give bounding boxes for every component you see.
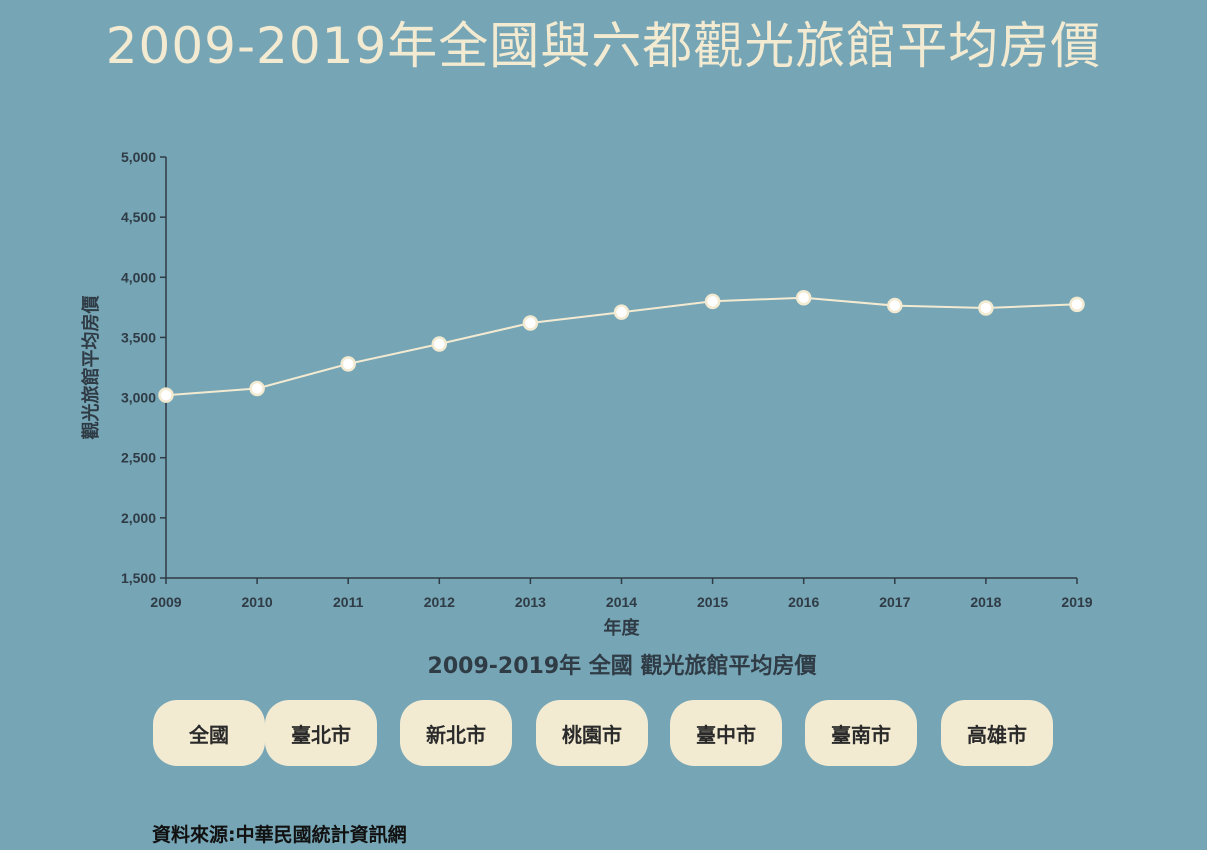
- y-tick-label: 3,500: [121, 329, 156, 345]
- y-tick-label: 1,500: [121, 570, 156, 586]
- data-point[interactable]: [1069, 296, 1085, 313]
- data-points: [158, 289, 1085, 403]
- region-button-kaohsiung[interactable]: 高雄市: [941, 700, 1053, 766]
- x-tick-label: 2009: [150, 594, 181, 610]
- region-button-national[interactable]: 全國: [153, 700, 265, 766]
- region-button-taichung[interactable]: 臺中市: [670, 700, 782, 766]
- data-point[interactable]: [522, 315, 539, 331]
- data-point[interactable]: [249, 380, 265, 397]
- data-point[interactable]: [978, 300, 994, 316]
- chart-subtitle: 2009-2019年 全國 觀光旅館平均房價: [427, 654, 817, 679]
- x-tick-label: 2012: [424, 594, 455, 610]
- y-tick-label: 4,000: [121, 269, 156, 285]
- y-axis: 1,500 2,000 2,500 3,000 3,500 4,000 4,500 5,000: [121, 149, 167, 586]
- x-tick-label: 2014: [606, 594, 637, 610]
- data-point[interactable]: [887, 297, 903, 314]
- x-tick-label: 2017: [879, 594, 910, 610]
- data-point[interactable]: [704, 293, 721, 310]
- x-axis: 2009 2010 2011 2012 2013 2014 2015 2016 2017 2018…: [150, 577, 1093, 610]
- y-axis-title: 觀光旅館平均房價: [80, 295, 102, 440]
- source-note: 資料來源:中華民國統計資訊網: [152, 824, 407, 846]
- region-button-row: 全國 臺北市 新北市 桃園市 臺中市 臺南市 高雄市: [0, 700, 1207, 770]
- y-tick-label: 2,500: [121, 450, 156, 466]
- region-button-new-taipei[interactable]: 新北市: [400, 700, 512, 766]
- x-tick-label: 2013: [515, 594, 546, 610]
- x-tick-label: 2018: [970, 594, 1001, 610]
- x-tick-label: 2015: [697, 594, 728, 610]
- x-tick-label: 2011: [333, 594, 364, 610]
- page-title: 2009-2019年全國與六都觀光旅館平均房價: [105, 17, 1102, 75]
- data-point[interactable]: [431, 336, 448, 352]
- y-tick-label: 4,500: [121, 209, 156, 225]
- data-point[interactable]: [613, 304, 630, 320]
- y-tick-label: 2,000: [121, 510, 156, 526]
- data-point[interactable]: [795, 289, 812, 306]
- x-tick-label: 2019: [1061, 594, 1092, 610]
- x-tick-label: 2010: [242, 594, 273, 610]
- data-point[interactable]: [158, 387, 174, 403]
- region-button-taipei[interactable]: 臺北市: [265, 700, 377, 766]
- region-button-tainan[interactable]: 臺南市: [805, 700, 917, 766]
- y-tick-label: 3,000: [121, 390, 156, 406]
- x-tick-label: 2016: [788, 594, 819, 610]
- region-button-taoyuan[interactable]: 桃園市: [536, 700, 648, 766]
- y-tick-label: 5,000: [121, 149, 156, 165]
- x-axis-title: 年度: [604, 617, 641, 639]
- data-point[interactable]: [340, 356, 356, 372]
- line-chart: 1,500 2,000 2,500 3,000 3,500 4,000 4,500 5,000…: [80, 149, 1093, 639]
